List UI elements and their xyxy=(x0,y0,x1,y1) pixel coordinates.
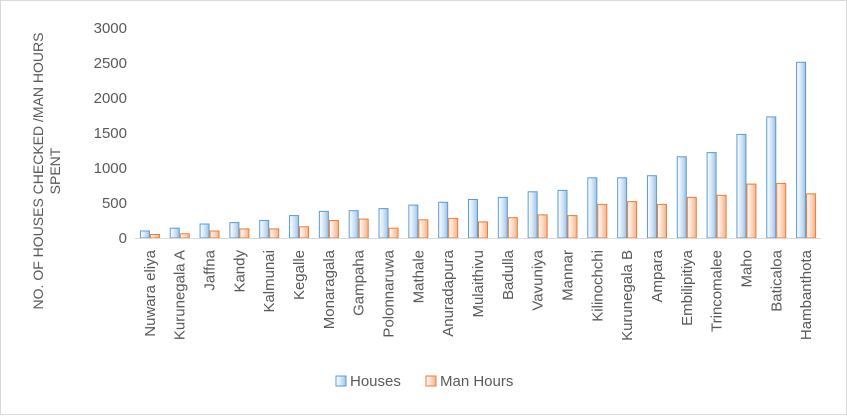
bar-houses xyxy=(259,220,270,239)
bar-houses xyxy=(468,199,478,239)
y-axis-label: NO. OF HOUSES CHECKED /MAN HOURSSPENT xyxy=(30,33,63,310)
bar-man-hours xyxy=(597,203,608,239)
x-tick-label: Mulaithivu xyxy=(470,250,487,318)
bar-man-hours xyxy=(418,219,429,239)
bar-man-hours xyxy=(806,193,817,239)
bar-man-hours xyxy=(656,203,667,239)
y-axis-ticks: 0 500 1000 1500 2000 2500 3000 xyxy=(94,20,127,247)
x-tick-label: Anuradapura xyxy=(440,249,457,336)
bar-man-hours xyxy=(358,218,369,239)
legend-label-houses: Houses xyxy=(350,373,401,390)
x-tick-label: Kalmunai xyxy=(261,250,278,313)
legend-label-man-hours: Man Hours xyxy=(440,373,513,390)
x-tick-label: Jaffna xyxy=(202,249,219,290)
x-tick-label: Polonnaruwa xyxy=(381,249,398,337)
bar-houses xyxy=(229,222,240,239)
bar-houses xyxy=(527,191,538,239)
x-tick-label: Kurunegala B xyxy=(619,250,636,341)
x-tick-label: Kurunegala A xyxy=(172,250,189,340)
x-tick-label: Kilinochchi xyxy=(589,250,606,322)
y-tick-label: 3000 xyxy=(94,20,127,37)
y-tick-label: 2000 xyxy=(94,90,127,107)
bar-houses xyxy=(796,61,807,239)
bar-man-hours xyxy=(686,196,697,239)
x-tick-label: Gampaha xyxy=(351,249,368,316)
x-tick-label: Ampara xyxy=(649,249,666,302)
bar-man-hours xyxy=(478,221,488,239)
x-tick-label: Nuwara eliya xyxy=(142,249,159,336)
bar-houses xyxy=(646,175,657,239)
bar-man-hours xyxy=(209,230,220,239)
bar-man-hours xyxy=(448,217,459,239)
bar-man-hours xyxy=(537,214,548,239)
bar-man-hours xyxy=(179,233,190,239)
bar-man-hours xyxy=(328,220,339,239)
bar-houses xyxy=(676,156,687,239)
bar-man-hours xyxy=(746,183,757,239)
y-tick-label: 1000 xyxy=(94,160,127,177)
bar-houses xyxy=(199,223,210,239)
bar-houses xyxy=(438,201,449,239)
bar-man-hours xyxy=(507,217,518,239)
x-tick-label: Kegalle xyxy=(291,250,308,300)
bar-houses xyxy=(736,133,747,239)
x-tick-label: Badulla xyxy=(500,249,517,300)
x-axis-ticks: Nuwara eliya Kurunegala A Jaffna Kandy Kalmu… xyxy=(142,249,815,341)
x-tick-label: Trincomalee xyxy=(709,250,726,332)
y-tick-label: 0 xyxy=(119,230,127,247)
bar-houses xyxy=(378,208,389,239)
x-tick-label: Maho xyxy=(738,250,755,288)
x-tick-label: Mathale xyxy=(410,250,427,303)
x-tick-label: Baticaloa xyxy=(768,249,785,311)
x-tick-label: Vavuniya xyxy=(530,249,547,310)
x-tick-label: Embilipitiya xyxy=(679,249,696,326)
bar-houses xyxy=(169,227,180,239)
bars xyxy=(139,61,817,239)
bar-man-hours xyxy=(388,227,399,239)
x-tick-label: Monaragala xyxy=(321,249,338,329)
bar-man-hours xyxy=(239,228,250,239)
x-tick-label: Kandy xyxy=(231,250,248,293)
bar-houses xyxy=(587,177,598,239)
bar-houses xyxy=(289,215,300,239)
legend-swatch-man-hours xyxy=(425,375,437,387)
bar-houses xyxy=(139,230,150,239)
legend-swatch-houses xyxy=(335,375,347,387)
bar-houses xyxy=(766,116,777,239)
bar-man-hours xyxy=(299,226,310,239)
x-tick-label: Mannar xyxy=(559,250,576,301)
bar-houses xyxy=(706,152,717,239)
y-tick-label: 1500 xyxy=(94,125,127,142)
x-tick-label: Hambanthota xyxy=(798,249,815,340)
bar-houses xyxy=(557,189,568,239)
y-tick-label: 2500 xyxy=(94,55,127,72)
bar-man-hours xyxy=(149,234,160,239)
bar-houses xyxy=(348,210,359,239)
bar-man-hours xyxy=(269,228,280,239)
bar-man-hours xyxy=(776,182,787,239)
bar-man-hours xyxy=(627,201,638,239)
bar-houses xyxy=(497,196,508,239)
y-tick-label: 500 xyxy=(102,195,127,212)
legend: Houses Man Hours xyxy=(335,373,513,390)
bar-man-hours xyxy=(567,215,578,239)
bar-man-hours xyxy=(716,194,727,239)
bar-houses xyxy=(408,204,419,239)
bar-houses xyxy=(318,210,329,239)
bar-houses xyxy=(617,177,628,239)
